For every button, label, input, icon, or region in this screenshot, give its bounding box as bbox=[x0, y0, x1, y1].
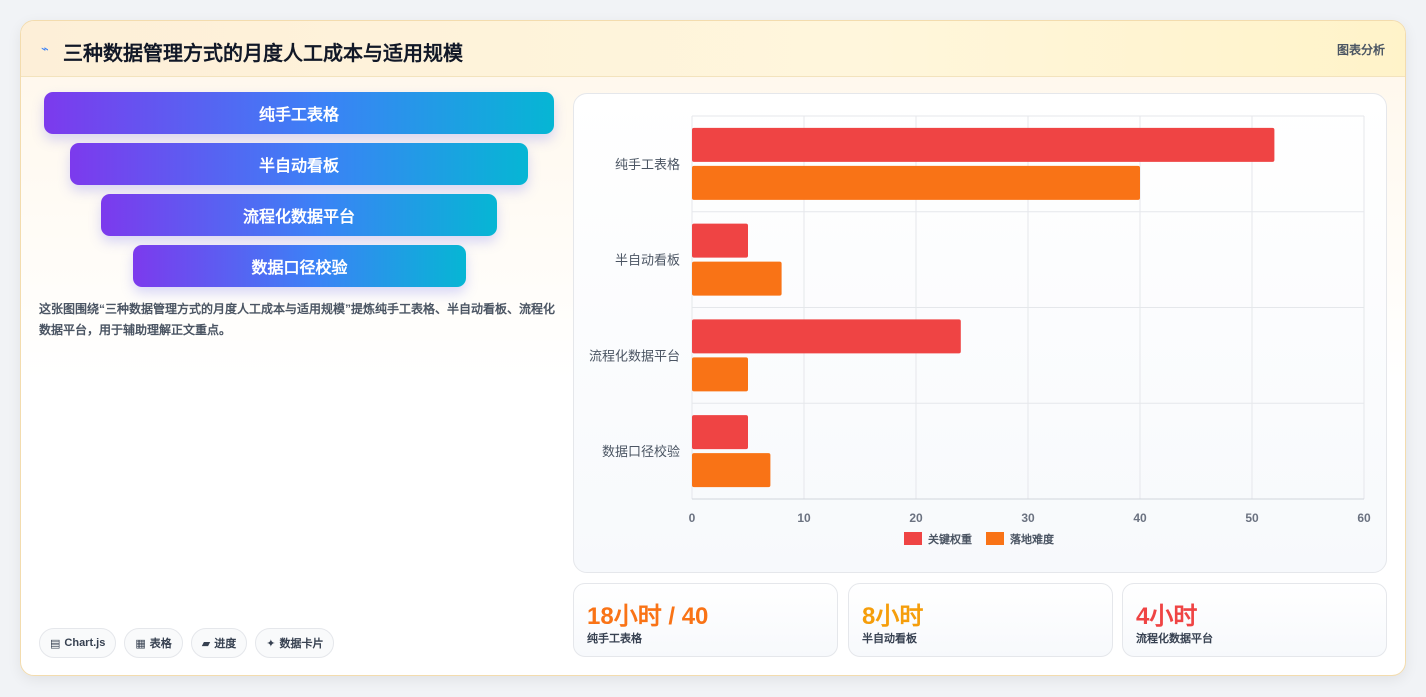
category-label: 纯手工表格 bbox=[615, 157, 680, 172]
sparkle-icon: ✦ bbox=[266, 637, 276, 650]
table-icon: ▦ bbox=[135, 637, 146, 650]
x-tick-label: 60 bbox=[1357, 511, 1371, 525]
bar-chart-panel: 纯手工表格半自动看板流程化数据平台数据口径校验 0 10 20 30 40 50 60 关键权重… bbox=[573, 93, 1387, 573]
stat-label: 纯手工表格 bbox=[587, 633, 642, 645]
x-tick-label: 20 bbox=[909, 511, 923, 525]
category-label: 数据口径校验 bbox=[602, 444, 680, 459]
legend-swatch bbox=[986, 532, 1004, 545]
bar bbox=[692, 223, 748, 258]
legend-label: 落地难度 bbox=[1010, 532, 1055, 546]
x-tick-label: 0 bbox=[689, 511, 696, 525]
card-header: ⌁ 三种数据管理方式的月度人工成本与适用规模 图表分析 bbox=[21, 21, 1405, 77]
page-title: 三种数据管理方式的月度人工成本与适用规模 bbox=[63, 43, 463, 65]
x-tick-label: 30 bbox=[1021, 511, 1035, 525]
funnel-item-1: 纯手工表格 bbox=[44, 92, 554, 134]
funnel-item-2: 半自动看板 bbox=[70, 143, 528, 185]
tag-chartjs[interactable]: ▤ Chart.js bbox=[39, 628, 117, 658]
category-label: 流程化数据平台 bbox=[589, 348, 680, 363]
bar bbox=[692, 453, 771, 488]
funnel-item-3: 流程化数据平台 bbox=[101, 194, 497, 236]
bar bbox=[692, 127, 1275, 162]
stat-value: 18小时 / 40 bbox=[587, 603, 709, 630]
bar bbox=[692, 261, 782, 296]
tag-label: 进度 bbox=[214, 638, 237, 650]
bar bbox=[692, 319, 961, 354]
progress-icon: ▰ bbox=[201, 637, 211, 650]
chart-icon: ▤ bbox=[50, 637, 61, 650]
legend-label: 关键权重 bbox=[928, 532, 972, 546]
bar bbox=[692, 415, 748, 450]
chart-analysis-link[interactable]: 图表分析 bbox=[1336, 43, 1385, 57]
category-label: 半自动看板 bbox=[615, 253, 680, 268]
tag-label: Chart.js bbox=[64, 637, 106, 649]
tag-data-card[interactable]: ✦ 数据卡片 bbox=[255, 628, 335, 658]
x-tick-label: 50 bbox=[1245, 511, 1259, 525]
legend-swatch bbox=[904, 532, 922, 545]
chart-card: ⌁ 三种数据管理方式的月度人工成本与适用规模 图表分析 纯手工表格 半自动看板 … bbox=[20, 20, 1406, 676]
bar bbox=[692, 357, 748, 392]
stat-card-2: 8小时 半自动看板 bbox=[848, 583, 1113, 657]
tag-progress[interactable]: ▰ 进度 bbox=[190, 628, 248, 658]
x-tick-label: 10 bbox=[797, 511, 811, 525]
tag-list: ▤ Chart.js ▦ 表格 ▰ 进度 ✦ 数据卡片 bbox=[39, 628, 335, 658]
funnel-item-4: 数据口径校验 bbox=[133, 245, 466, 287]
stat-label: 半自动看板 bbox=[862, 633, 917, 645]
stat-value: 4小时 bbox=[1136, 603, 1198, 630]
bar bbox=[692, 165, 1140, 200]
tag-label: 表格 bbox=[149, 638, 172, 650]
trend-line-icon: ⌁ bbox=[41, 41, 49, 56]
stat-card-3: 4小时 流程化数据平台 bbox=[1122, 583, 1387, 657]
chart-description: 这张图围绕“三种数据管理方式的月度人工成本与适用规模”提炼纯手工表格、半自动看板… bbox=[39, 302, 556, 337]
stat-value: 8小时 bbox=[862, 603, 924, 630]
tag-label: 数据卡片 bbox=[279, 638, 324, 650]
stat-label: 流程化数据平台 bbox=[1136, 633, 1213, 645]
x-tick-label: 40 bbox=[1133, 511, 1147, 525]
tag-table[interactable]: ▦ 表格 bbox=[124, 628, 183, 658]
stat-card-1: 18小时 / 40 纯手工表格 bbox=[573, 583, 838, 657]
